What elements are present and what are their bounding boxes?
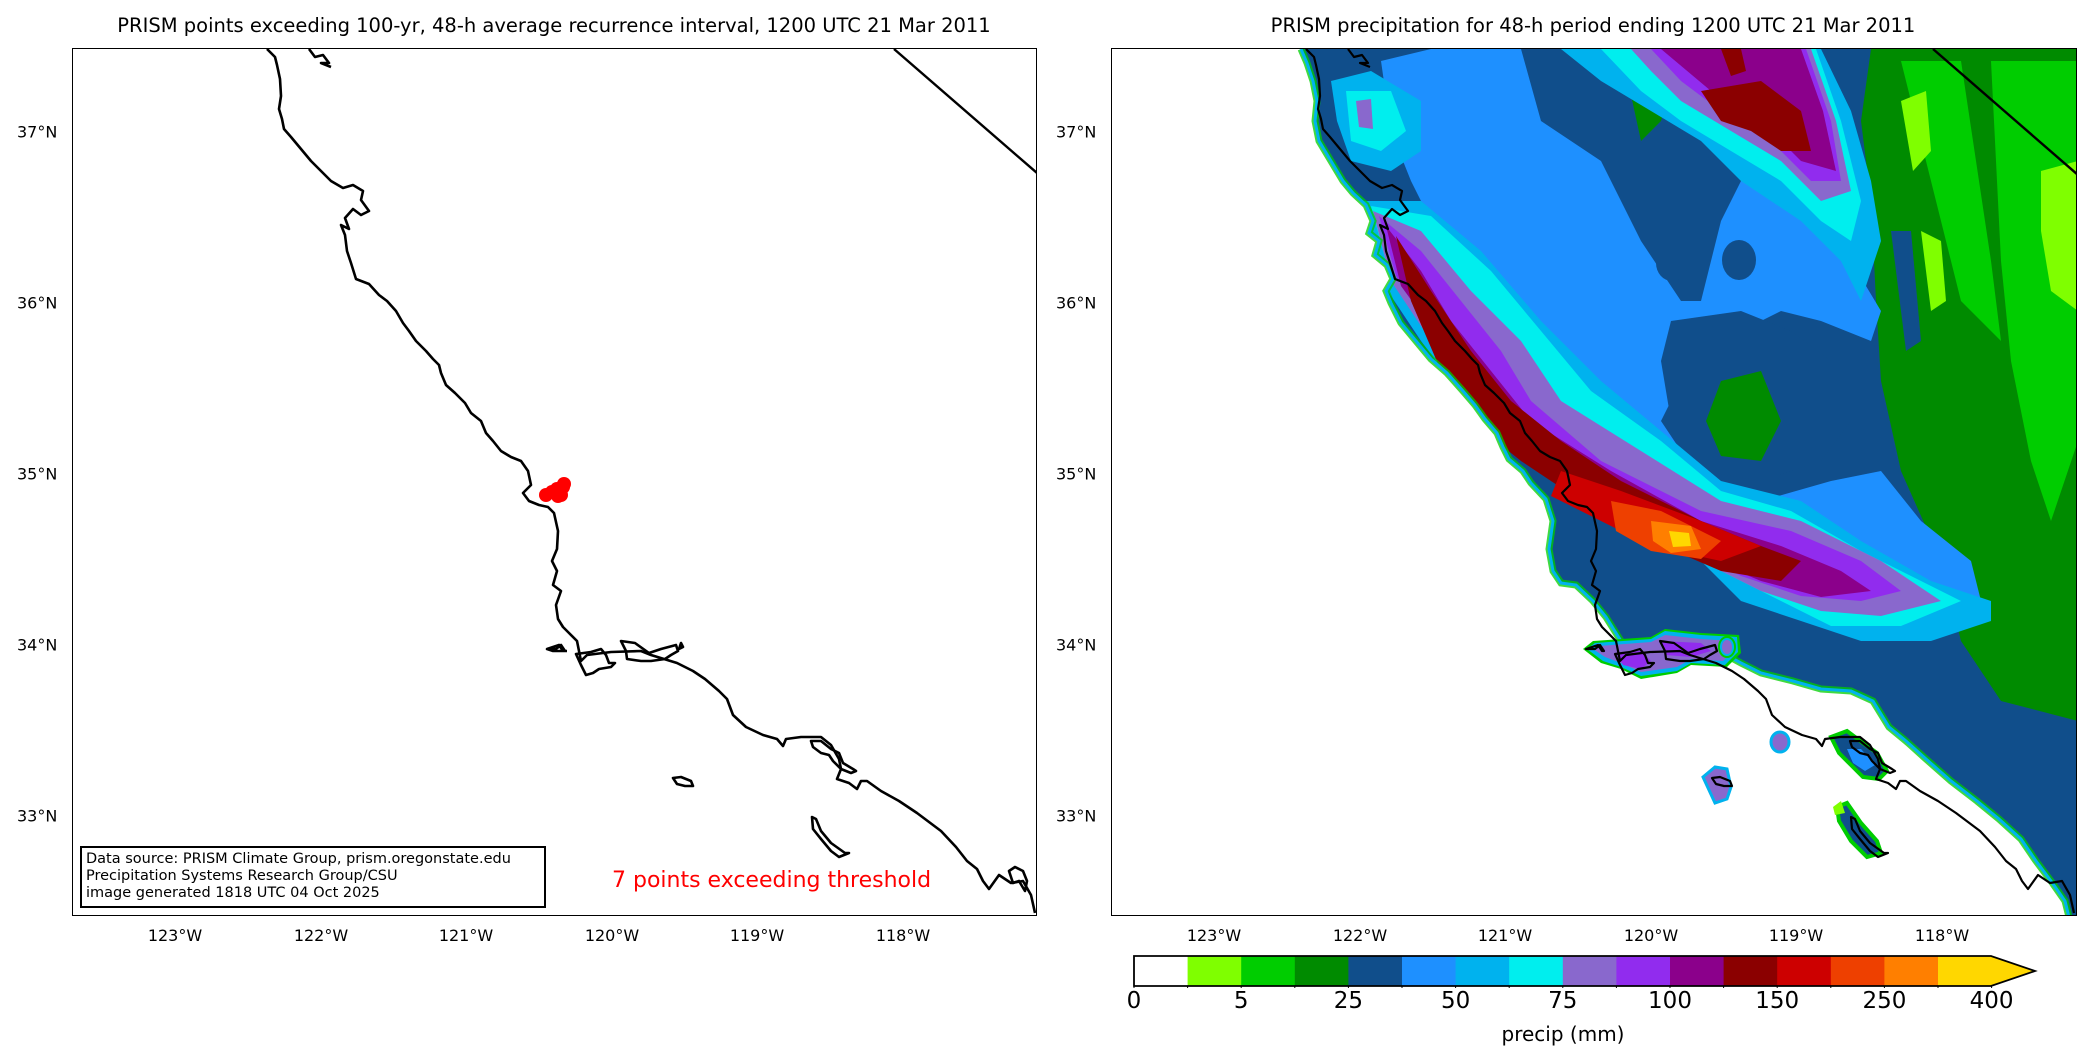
right-lat-35: 35°N <box>1056 464 1097 484</box>
left-map-title: PRISM points exceeding 100-yr, 48-h aver… <box>117 14 991 37</box>
colorbar-tick-400: 400 <box>1969 988 2014 1014</box>
left-lon-119: 119°W <box>729 926 785 945</box>
left-lon-123: 123°W <box>147 926 203 945</box>
right-lon-118: 118°W <box>1914 926 1970 945</box>
precip-field <box>1297 49 2076 915</box>
left-lat-33: 33°N <box>17 806 58 826</box>
generated-time-line: image generated 1818 UTC 04 Oct 2025 <box>86 885 380 901</box>
research-group-line: Precipitation Systems Research Group/CSU <box>86 868 398 884</box>
right-map-panel <box>1111 48 2077 916</box>
right-lon-120: 120°W <box>1623 926 1679 945</box>
right-lat-34: 34°N <box>1056 635 1097 655</box>
data-source-box: Data source: PRISM Climate Group, prism.… <box>80 846 546 908</box>
colorbar-tick-150: 150 <box>1755 988 1800 1014</box>
right-lon-123: 123°W <box>1186 926 1242 945</box>
precip-colorbar <box>1133 955 2038 988</box>
left-lat-36: 36°N <box>17 293 58 313</box>
left-map-panel <box>72 48 1037 916</box>
left-lon-120: 120°W <box>584 926 640 945</box>
left-lon-121: 121°W <box>438 926 494 945</box>
exceedance-count-text: 7 points exceeding threshold <box>612 868 932 893</box>
right-lon-122: 122°W <box>1332 926 1388 945</box>
exceedance-points <box>539 477 571 503</box>
right-lat-33: 33°N <box>1056 806 1097 826</box>
colorbar-tick-75: 75 <box>1548 988 1578 1014</box>
colorbar-tick-250: 250 <box>1862 988 1907 1014</box>
colorbar-tick-25: 25 <box>1333 988 1364 1014</box>
right-lon-121: 121°W <box>1477 926 1533 945</box>
colorbar-tick-0: 0 <box>1126 988 1142 1014</box>
left-lat-37: 37°N <box>17 122 58 142</box>
left-lon-122: 122°W <box>293 926 349 945</box>
colorbar-tick-100: 100 <box>1648 988 1692 1014</box>
data-source-line: Data source: PRISM Climate Group, prism.… <box>86 851 511 867</box>
right-lat-36: 36°N <box>1056 293 1097 313</box>
colorbar-tick-5: 5 <box>1233 988 1249 1014</box>
right-map-title: PRISM precipitation for 48-h period endi… <box>1270 14 1916 37</box>
left-lat-35: 35°N <box>17 464 58 484</box>
right-lat-37: 37°N <box>1056 122 1097 142</box>
colorbar-tick-50: 50 <box>1440 988 1471 1014</box>
colorbar-label: precip (mm) <box>1501 1022 1625 1046</box>
left-map-coastline <box>266 49 1036 914</box>
left-lat-34: 34°N <box>17 635 58 655</box>
left-lon-118: 118°W <box>875 926 931 945</box>
right-lon-119: 119°W <box>1768 926 1824 945</box>
